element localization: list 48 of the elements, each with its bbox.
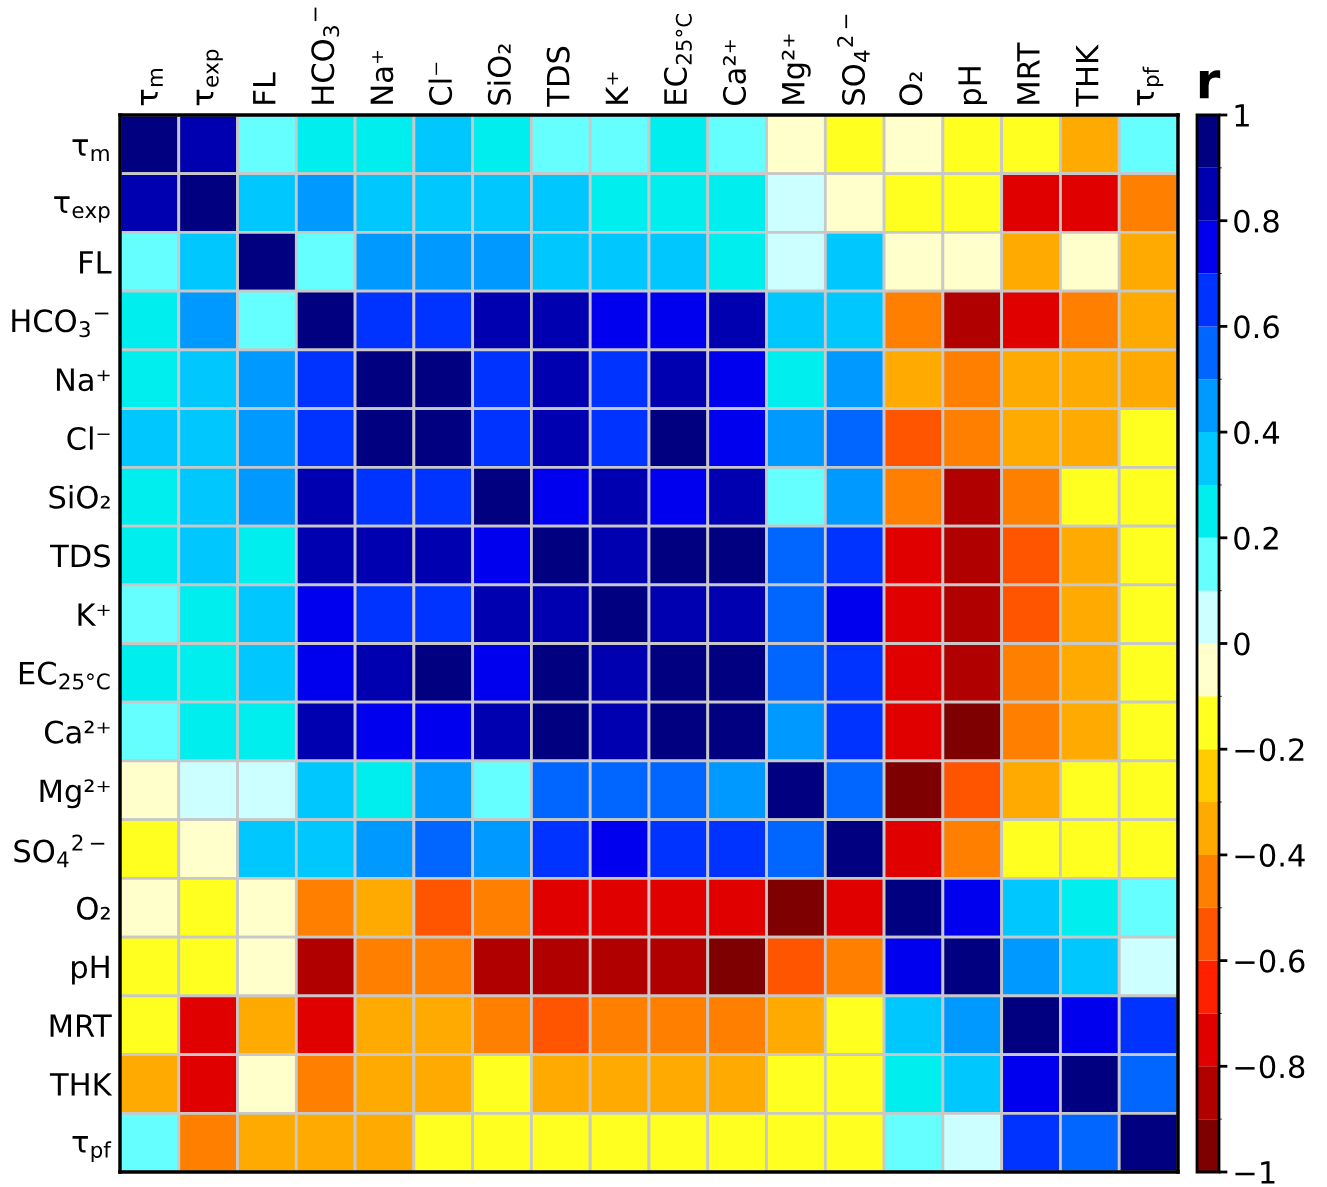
color-bar-label: −0.6 xyxy=(1235,949,1305,973)
y-tick-label: τ$_{m}$ xyxy=(72,139,109,161)
y-tick-label: Mg²⁺ xyxy=(40,779,110,809)
color-bar-label: 0.6 xyxy=(1234,315,1279,339)
color-bar-label: 1 xyxy=(1235,104,1249,127)
x-tick-label: pH xyxy=(958,67,988,104)
y-tick-label: SO$_{4}$$^{2−}$ xyxy=(14,834,105,868)
color-bar-label: 0 xyxy=(1234,632,1250,656)
color-bar-title: r xyxy=(1199,70,1221,99)
x-tick-label: τ$_{exp}$ xyxy=(196,49,223,106)
color-bar-label: 0.8 xyxy=(1234,209,1279,233)
y-tick-label: τ$_{pf}$ xyxy=(72,1135,112,1163)
y-tick-label: Cl⁻ xyxy=(67,426,110,451)
color-bar-label: −0.4 xyxy=(1235,843,1305,867)
x-tick-label: τ$_{pf}$ xyxy=(1137,66,1164,106)
x-tick-label: Na⁺ xyxy=(370,51,394,104)
y-tick-label: HCO$_{3}$$^{−}$ xyxy=(12,309,109,338)
y-tick-label: O₂ xyxy=(77,896,110,920)
y-tick-label: Na⁺ xyxy=(56,368,110,392)
x-tick-label: Ca²⁺ xyxy=(722,40,747,105)
x-tick-label: TDS xyxy=(546,46,570,107)
x-tick-label: FL xyxy=(253,72,276,104)
y-tick-label: Ca²⁺ xyxy=(44,720,110,744)
x-tick-label: K⁺ xyxy=(605,72,629,104)
y-tick-label: THK xyxy=(49,1073,113,1096)
x-tick-label: THK xyxy=(1075,44,1099,107)
x-tick-label: τ$_{m}$ xyxy=(141,68,163,106)
y-tick-label: K⁺ xyxy=(78,603,110,626)
x-tick-label: Cl⁻ xyxy=(428,62,453,105)
color-bar-label: 0.4 xyxy=(1234,421,1280,445)
x-tick-label: HCO$_{3}$$^{−}$ xyxy=(311,7,340,104)
x-tick-label: MRT xyxy=(1017,42,1040,104)
color-bar-label: −0.8 xyxy=(1235,1055,1305,1079)
y-tick-label: MRT xyxy=(50,1014,112,1037)
x-tick-label: SiO₂ xyxy=(487,44,511,105)
y-tick-label: EC$_{25°C}$ xyxy=(19,661,110,690)
color-bar-label: −1 xyxy=(1235,1161,1275,1184)
x-tick-label: O₂ xyxy=(899,72,923,105)
color-bar-label: 0.2 xyxy=(1234,526,1278,550)
x-tick-label: EC$_{25°C}$ xyxy=(663,14,692,104)
x-tick-label: Mg²⁺ xyxy=(781,34,811,104)
y-tick-label: FL xyxy=(80,251,112,274)
y-tick-label: pH xyxy=(72,955,109,985)
x-tick-label: SO$_{4}$$^{2−}$ xyxy=(837,14,870,105)
color-bar-label: −0.2 xyxy=(1235,738,1304,762)
y-tick-label: SiO₂ xyxy=(49,485,110,509)
y-tick-label: τ$_{exp}$ xyxy=(54,196,110,223)
y-tick-label: TDS xyxy=(49,544,110,568)
